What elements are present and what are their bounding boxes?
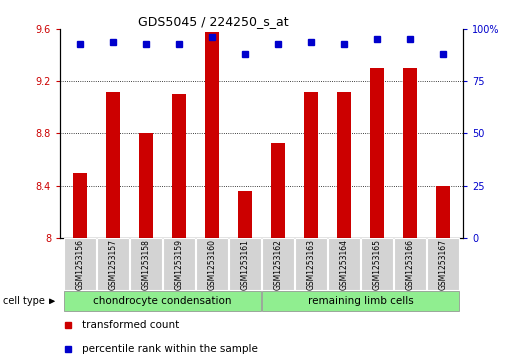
Text: GSM1253157: GSM1253157 xyxy=(108,239,118,290)
Text: percentile rank within the sample: percentile rank within the sample xyxy=(82,344,258,354)
FancyBboxPatch shape xyxy=(328,238,360,290)
FancyBboxPatch shape xyxy=(229,238,261,290)
Text: GSM1253159: GSM1253159 xyxy=(175,239,184,290)
Text: cell type: cell type xyxy=(3,296,44,306)
Bar xyxy=(436,185,450,238)
Bar xyxy=(73,172,87,238)
Text: GSM1253160: GSM1253160 xyxy=(208,239,217,290)
Text: GSM1253156: GSM1253156 xyxy=(75,239,84,290)
Text: chondrocyte condensation: chondrocyte condensation xyxy=(93,296,232,306)
Bar xyxy=(139,133,153,238)
Text: GSM1253164: GSM1253164 xyxy=(339,239,348,290)
FancyBboxPatch shape xyxy=(64,238,96,290)
FancyBboxPatch shape xyxy=(163,238,195,290)
FancyBboxPatch shape xyxy=(295,238,327,290)
Bar xyxy=(303,92,319,238)
Bar xyxy=(370,68,384,238)
FancyBboxPatch shape xyxy=(361,238,393,290)
FancyBboxPatch shape xyxy=(97,238,129,290)
FancyBboxPatch shape xyxy=(394,238,426,290)
Bar xyxy=(106,92,120,238)
Text: GSM1253162: GSM1253162 xyxy=(274,239,282,290)
Bar xyxy=(172,94,186,238)
Text: GSM1253167: GSM1253167 xyxy=(439,239,448,290)
Text: GSM1253161: GSM1253161 xyxy=(241,239,249,290)
Text: remaining limb cells: remaining limb cells xyxy=(308,296,413,306)
Text: GSM1253166: GSM1253166 xyxy=(405,239,415,290)
FancyBboxPatch shape xyxy=(130,238,162,290)
Bar xyxy=(270,143,286,238)
Bar xyxy=(204,32,220,238)
Bar xyxy=(237,191,253,238)
Text: transformed count: transformed count xyxy=(82,321,179,330)
Title: GDS5045 / 224250_s_at: GDS5045 / 224250_s_at xyxy=(138,15,289,28)
Text: GSM1253163: GSM1253163 xyxy=(306,239,315,290)
FancyBboxPatch shape xyxy=(262,238,294,290)
FancyBboxPatch shape xyxy=(262,291,459,311)
FancyBboxPatch shape xyxy=(427,238,459,290)
Bar xyxy=(337,92,351,238)
Bar xyxy=(403,68,417,238)
FancyBboxPatch shape xyxy=(196,238,228,290)
Text: GSM1253165: GSM1253165 xyxy=(372,239,382,290)
FancyBboxPatch shape xyxy=(64,291,261,311)
Text: GSM1253158: GSM1253158 xyxy=(141,239,151,290)
